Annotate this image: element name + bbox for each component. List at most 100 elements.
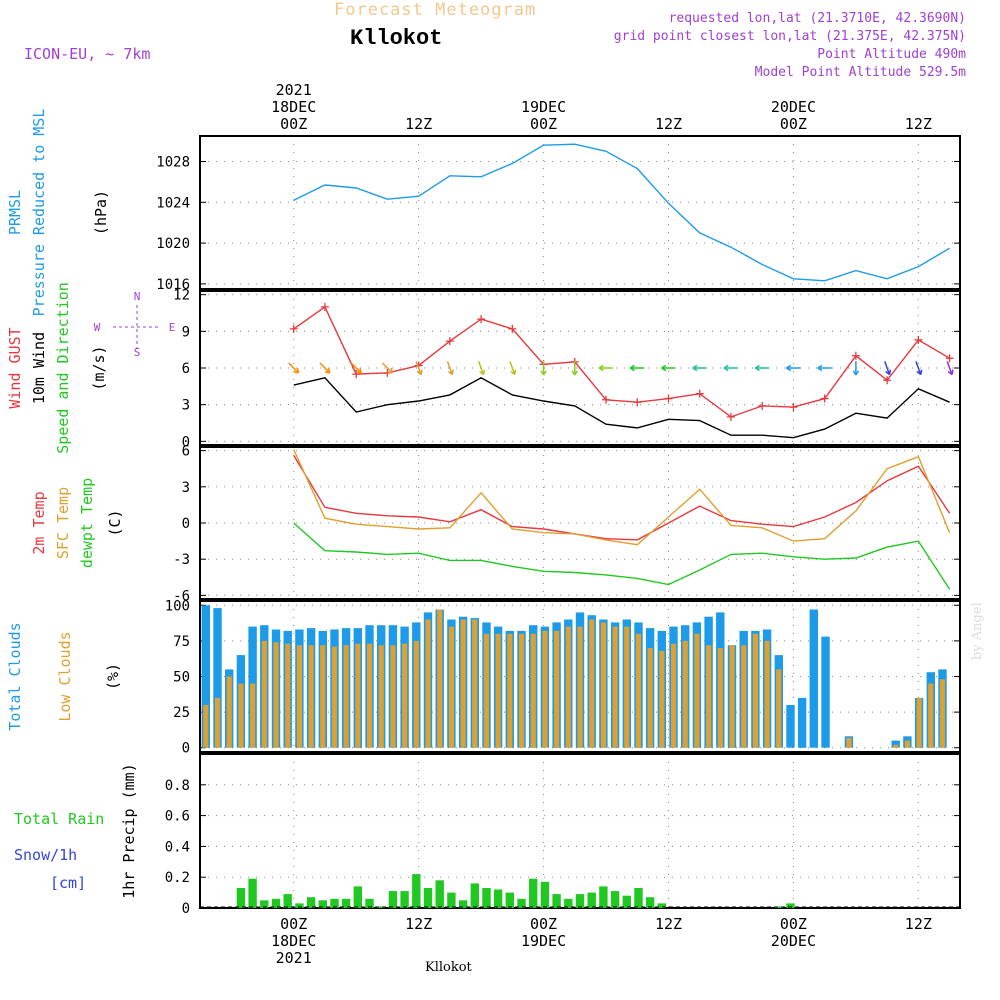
bar-total-rain	[271, 898, 281, 908]
bar-low-clouds	[671, 643, 677, 748]
y-axis-label: dewpt Temp	[78, 478, 96, 568]
grid-point-coords: grid point closest lon,lat (21.375E, 42.…	[613, 29, 966, 44]
bar-low-clouds	[437, 609, 443, 748]
wind-arrow-head	[387, 367, 394, 374]
bar-low-clouds	[612, 626, 618, 748]
wind-arrow-head	[510, 369, 517, 376]
wind-arrow-head	[661, 364, 667, 372]
bar-total-rain	[540, 881, 550, 908]
y-tick-label: 3	[182, 480, 190, 496]
y-tick-label: 6	[182, 361, 190, 377]
bar-low-clouds	[916, 697, 922, 748]
wind-arrow-head	[947, 369, 954, 376]
bar-total-clouds	[821, 636, 830, 748]
wind-arrow-head	[885, 369, 892, 376]
time-label-bottom: 12Z	[655, 915, 682, 933]
y-tick-label: 0.8	[165, 778, 190, 794]
bar-total-rain	[622, 895, 631, 908]
gust-marker	[477, 315, 486, 324]
chart-title: Forecast Meteogram	[334, 0, 537, 20]
bar-total-rain	[482, 888, 491, 908]
time-label-top: 20DEC	[771, 98, 816, 116]
bar-total-rain	[388, 891, 398, 908]
panel-temperature: -6 -3 0 3 6 2m Temp SFC Temp dewpt Temp (C)	[30, 444, 961, 604]
wind-arrow-head	[540, 370, 547, 376]
bar-low-clouds	[846, 737, 852, 748]
bar-low-clouds	[261, 640, 267, 748]
wind-arrow-head	[324, 367, 331, 374]
wind-arrow	[884, 361, 891, 375]
y-tick-label: 50	[173, 670, 190, 686]
bar-low-clouds	[448, 626, 454, 748]
gust-marker	[789, 403, 798, 412]
requested-coords: requested lon,lat (21.3710E, 42.3690N)	[668, 11, 966, 26]
bar-low-clouds	[542, 630, 548, 748]
y-axis-label: (hPa)	[92, 190, 110, 235]
wind-arrow-head	[852, 370, 860, 376]
y-axis-label: PRMSL	[6, 190, 24, 235]
gust-marker	[851, 351, 860, 360]
bar-low-clouds	[729, 645, 735, 748]
bar-low-clouds	[600, 622, 606, 748]
bar-total-rain	[318, 900, 327, 908]
gust-marker	[602, 395, 611, 404]
gust-marker	[664, 394, 673, 403]
bar-low-clouds	[402, 643, 408, 748]
bar-low-clouds	[635, 633, 641, 748]
wind-arrow-head	[754, 364, 760, 372]
bar-low-clouds	[554, 630, 560, 748]
bar-total-clouds	[809, 609, 818, 748]
wind-arrow-head	[692, 364, 698, 372]
direction-south: S	[134, 346, 141, 359]
gust-marker	[883, 376, 892, 385]
time-label-top: 12Z	[405, 115, 432, 133]
bar-low-clouds	[507, 633, 513, 748]
bar-total-rain	[786, 903, 795, 908]
bar-total-rain	[260, 900, 269, 908]
direction-compass	[113, 305, 161, 349]
bar-low-clouds	[203, 705, 209, 748]
y-tick-label: -3	[173, 552, 190, 568]
time-label-top: 12Z	[905, 115, 932, 133]
bar-total-rain	[634, 888, 643, 908]
bar-total-rain	[435, 880, 444, 908]
gust-marker	[320, 302, 329, 311]
bar-total-rain	[610, 891, 620, 908]
time-label-top: 00Z	[280, 115, 307, 133]
gust-marker	[352, 370, 361, 379]
bar-total-rain	[423, 888, 433, 908]
bar-low-clouds	[519, 633, 525, 748]
bar-total-rain	[412, 874, 421, 908]
wind-arrow	[415, 361, 422, 375]
bar-low-clouds	[495, 633, 501, 748]
wind-arrow-head	[817, 364, 823, 372]
y-tick-label: 3	[182, 398, 190, 414]
gust-marker	[445, 337, 454, 346]
wind-arrow-head	[571, 370, 579, 376]
y-tick-label: 12	[173, 288, 190, 304]
bar-total-rain	[295, 903, 304, 908]
bar-total-rain	[377, 906, 386, 908]
y-axis-label: (C)	[106, 509, 124, 536]
bar-total-rain	[330, 898, 339, 908]
series-line-sfc-temp	[293, 449, 951, 546]
y-tick-label: 25	[173, 705, 190, 721]
bar-low-clouds	[378, 645, 384, 748]
bar-total-rain	[493, 889, 503, 908]
bar-low-clouds	[682, 640, 688, 748]
bar-low-clouds	[565, 626, 571, 748]
bar-total-rain	[236, 888, 246, 908]
bar-total-rain	[575, 894, 585, 908]
time-label-bottom: 19DEC	[521, 932, 566, 950]
y-tick-label: 100	[165, 598, 190, 614]
y-axis-label: Low Clouds	[56, 631, 74, 721]
bar-total-rain	[517, 898, 526, 908]
direction-west: W	[94, 321, 101, 334]
bar-low-clouds	[752, 633, 758, 748]
bar-low-clouds	[624, 626, 630, 748]
wind-arrow-head	[293, 367, 300, 374]
series-line-wind-gust	[293, 305, 950, 418]
y-axis-label: SFC Temp	[54, 487, 72, 559]
y-tick-label: 0.4	[165, 839, 190, 855]
gust-marker	[914, 335, 923, 344]
